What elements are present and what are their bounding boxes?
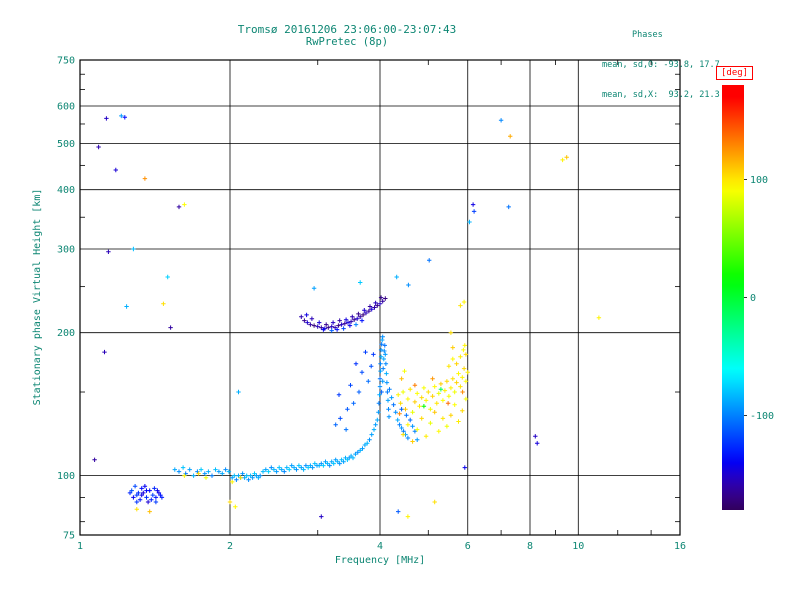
svg-text:0: 0 <box>750 293 756 304</box>
svg-text:8: 8 <box>527 541 533 552</box>
x-axis-label: Frequency [MHz] <box>334 555 426 566</box>
svg-text:750: 750 <box>57 56 75 67</box>
svg-text:300: 300 <box>57 245 75 256</box>
svg-text:1: 1 <box>77 541 83 552</box>
colorbar <box>722 85 744 510</box>
phase-stats-header: Phases <box>632 30 663 40</box>
svg-text:6: 6 <box>465 541 471 552</box>
phase-stats-x-mode: mean, sd,X: 93.2, 21.3 <box>602 90 720 100</box>
y-axis-label: Stationary phase Virtual Height [km] <box>32 188 43 406</box>
phase-stats-o-mode: mean, sd,O: -93.8, 17.7 <box>602 60 720 70</box>
plot-border <box>79 59 681 536</box>
svg-text:16: 16 <box>674 541 686 552</box>
svg-text:200: 200 <box>57 328 75 339</box>
svg-text:-100: -100 <box>750 411 774 422</box>
scatter-points <box>92 113 602 519</box>
svg-text:400: 400 <box>57 185 75 196</box>
svg-text:600: 600 <box>57 102 75 113</box>
svg-text:4: 4 <box>377 541 383 552</box>
minor-ticks <box>80 60 680 535</box>
colorbar-tick-labels: 100 0 -100 <box>744 175 774 422</box>
svg-text:500: 500 <box>57 139 75 150</box>
colorbar-unit-label: [deg] <box>716 66 754 80</box>
page-title: Tromsø 20161206 23:06:00-23:07:43 <box>237 23 457 36</box>
tick-labels: 1 2 4 6 8 10 16 75 100 200 300 400 500 600 750 <box>57 56 686 553</box>
svg-text:2: 2 <box>227 541 233 552</box>
grid-lines <box>80 60 680 535</box>
phase-stats-block: Phases mean, sd,O: -93.8, 17.7 mean, sd,… <box>602 10 720 120</box>
svg-text:100: 100 <box>57 471 75 482</box>
svg-text:10: 10 <box>572 541 584 552</box>
svg-text:75: 75 <box>63 531 75 542</box>
svg-text:100: 100 <box>750 175 768 186</box>
page-subtitle: RwPretec (8p) <box>305 36 389 48</box>
